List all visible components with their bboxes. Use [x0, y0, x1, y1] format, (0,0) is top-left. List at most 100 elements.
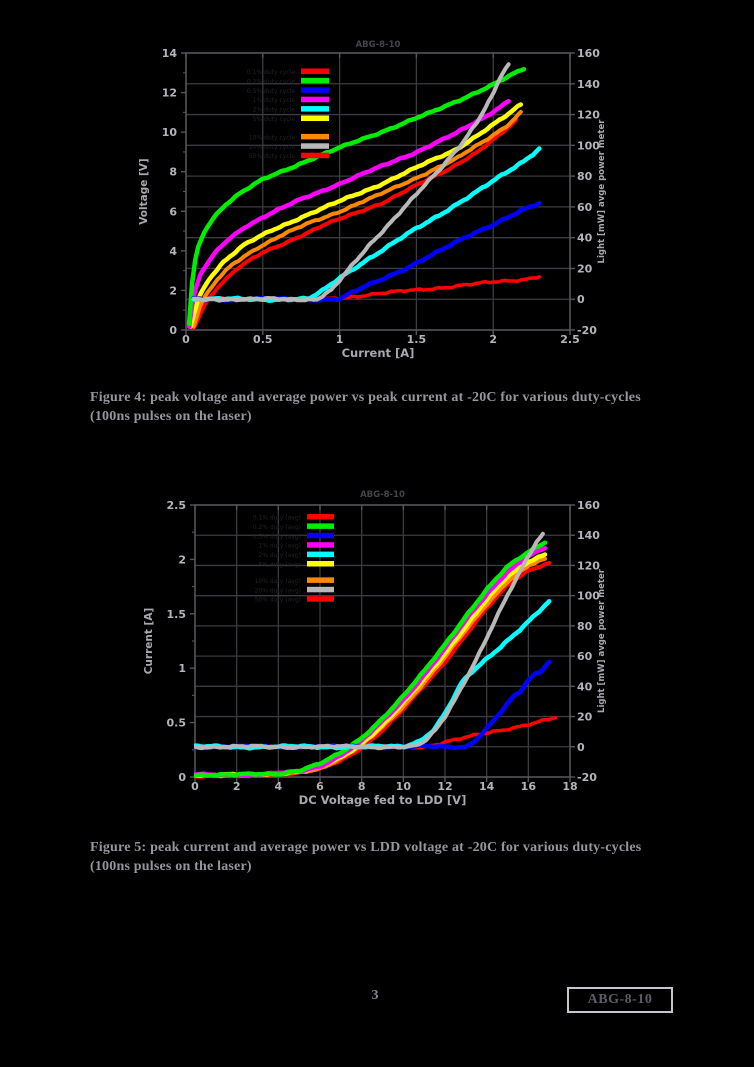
tick-marks	[190, 504, 575, 782]
legend-swatch	[307, 586, 334, 593]
chart-title: ABG-8-10	[356, 40, 401, 50]
svg-text:0: 0	[191, 780, 199, 793]
legend-label: 20% duty cycle	[249, 144, 295, 151]
series-peak-voltage-yellow	[188, 102, 524, 329]
svg-text:6: 6	[169, 205, 177, 218]
svg-text:14: 14	[162, 47, 178, 60]
data-series	[194, 531, 558, 779]
legend-swatch	[301, 87, 329, 93]
svg-text:1.5: 1.5	[167, 608, 187, 621]
series-avg-power-blue	[191, 200, 542, 303]
svg-text:8: 8	[169, 166, 177, 179]
svg-text:0: 0	[577, 293, 585, 306]
tick-labels: 0 2 4 6 8 10 12 14 16 18 2.5 2 1.5 1 0.5 0 160 140 120 100 8…	[167, 499, 601, 793]
data-series	[186, 62, 542, 330]
plot-frame	[194, 504, 571, 778]
svg-text:4: 4	[169, 245, 177, 258]
legend-swatch	[307, 596, 334, 602]
y-right-axis-label: Light [mW] avge power meter	[597, 119, 607, 264]
y-left-axis-label: Current [A]	[143, 608, 155, 675]
svg-text:0.5: 0.5	[253, 333, 273, 346]
figure4-chart: 0 0.5 1 1.5 2 2.51412108642016014012010080604…	[138, 40, 607, 360]
figure5-caption-line1: Figure 5: peak current and average power…	[90, 840, 642, 855]
svg-text:12: 12	[162, 87, 177, 100]
svg-text:2: 2	[178, 553, 186, 566]
legend: 0.1% duty (avg) 0.2% duty (avg) 0.5% duty …	[253, 514, 334, 604]
svg-text:140: 140	[577, 78, 600, 91]
svg-text:0.5: 0.5	[167, 717, 187, 730]
legend-label: 0.2% duty cycle	[247, 78, 295, 85]
tick-labels: 0 0.5 1 1.5 2 2.51412108642016014012010080604…	[162, 47, 601, 346]
svg-text:160: 160	[577, 499, 600, 512]
svg-text:60: 60	[577, 201, 593, 214]
svg-text:8: 8	[358, 780, 366, 793]
legend-swatch	[301, 152, 329, 159]
legend-swatch	[307, 561, 334, 567]
svg-text:1.5: 1.5	[407, 333, 427, 346]
legend-swatch	[307, 523, 334, 529]
legend-swatch	[307, 514, 334, 520]
legend-label: 0.5% duty cycle	[247, 88, 295, 95]
series-peak-voltage-green	[186, 66, 527, 326]
legend-label: 20% duty (avg)	[255, 587, 301, 594]
svg-text:-20: -20	[577, 324, 597, 337]
legend-label: 2% duty (avg)	[258, 552, 301, 559]
svg-text:80: 80	[577, 170, 593, 183]
svg-text:40: 40	[577, 232, 593, 245]
legend-swatch	[301, 115, 329, 121]
legend-label: 1% duty (avg)	[258, 543, 301, 550]
legend-swatch	[307, 532, 334, 539]
legend-swatch	[301, 77, 329, 84]
legend-label: 1% duty cycle	[253, 97, 296, 104]
svg-text:4: 4	[275, 780, 283, 793]
svg-text:16: 16	[521, 780, 537, 793]
svg-text:2: 2	[233, 780, 241, 793]
svg-text:0: 0	[169, 324, 177, 337]
legend-label: 0.1% duty (avg)	[253, 515, 301, 522]
svg-text:14: 14	[479, 780, 495, 793]
svg-text:80: 80	[577, 620, 593, 633]
svg-text:10: 10	[396, 780, 412, 793]
page-number: 3	[371, 988, 379, 1003]
figure5-chart: 0 2 4 6 8 10 12 14 16 18 2.5 2 1.5 1 0.5 0 160 140 120 100 8…	[143, 490, 607, 807]
tick-marks	[181, 52, 575, 335]
legend-label: 10% duty (avg)	[255, 578, 301, 585]
chart-title: ABG-8-10	[360, 490, 405, 500]
legend-swatch	[301, 96, 329, 103]
series-avg-power-gray	[194, 531, 545, 751]
svg-text:120: 120	[577, 109, 600, 122]
x-axis-label: Current [A]	[342, 346, 415, 360]
svg-text:18: 18	[562, 780, 577, 793]
document-id-box: ABG-8-10	[567, 987, 673, 1013]
svg-text:140: 140	[577, 529, 600, 542]
legend-label: 50% duty (avg)	[255, 597, 301, 604]
figure5-caption-line2: (100ns pulses on the laser)	[90, 859, 252, 874]
series-avg-power-gray	[191, 62, 511, 303]
svg-text:0: 0	[178, 771, 186, 784]
legend-swatch	[307, 542, 334, 548]
svg-text:100: 100	[577, 139, 600, 152]
grid-lines	[195, 505, 570, 777]
svg-text:2.5: 2.5	[560, 333, 580, 346]
y-right-axis-label: Light [mW] avge power meter	[597, 568, 607, 713]
svg-text:10: 10	[162, 126, 178, 139]
svg-text:0: 0	[182, 333, 190, 346]
svg-text:1: 1	[178, 662, 186, 675]
series-peak-voltage-orange	[191, 109, 523, 329]
svg-text:20: 20	[577, 711, 593, 724]
legend-label: 0.2% duty (avg)	[253, 524, 301, 531]
legend-label: 0.5% duty (avg)	[253, 533, 301, 540]
legend-swatch	[307, 577, 334, 583]
figure4-caption: Figure 4: peak voltage and average power…	[90, 388, 700, 426]
svg-text:0: 0	[577, 741, 585, 754]
legend-swatch	[301, 68, 329, 74]
legend-label: 10% duty cycle	[249, 134, 295, 141]
legend-swatch	[301, 106, 329, 112]
y-left-axis-label: Voltage [V]	[138, 158, 150, 225]
svg-text:-20: -20	[577, 771, 597, 784]
series-peak-voltage-red	[191, 117, 519, 330]
svg-text:60: 60	[577, 650, 593, 663]
svg-text:6: 6	[316, 780, 324, 793]
